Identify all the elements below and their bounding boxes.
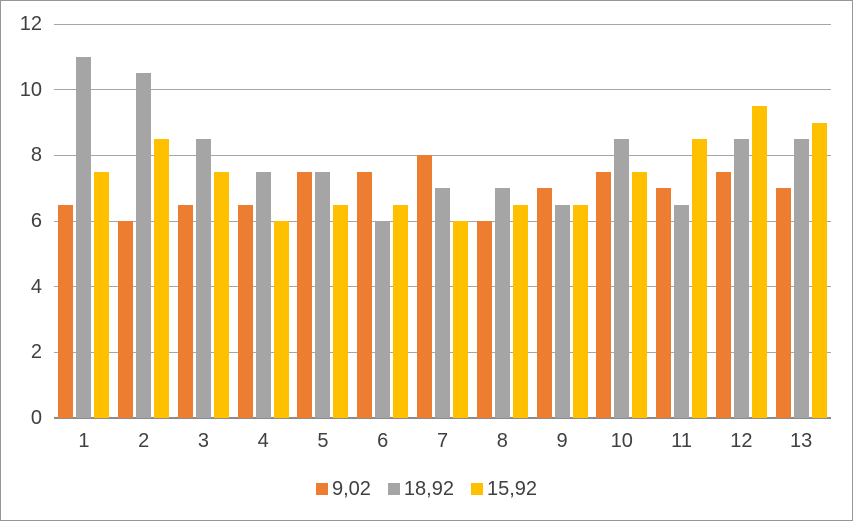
bar-series1-cat4 [237,204,253,418]
bar-series3-cat3 [213,171,229,418]
y-tick-label: 12 [19,13,42,35]
x-tick-label: 2 [138,430,150,452]
bar-series2-cat1 [76,56,92,418]
legend-label: 18,92 [403,477,454,500]
gridline [54,89,831,91]
gridline [54,154,831,156]
x-tick-label: 7 [436,430,449,452]
x-tick-label: 13 [789,430,813,452]
bar-series3-cat11 [692,138,708,418]
bar-series3-cat5 [333,204,349,418]
bar-series2-cat2 [136,73,152,418]
bar-series2-cat13 [793,138,809,418]
legend: 9,02 18,92 15,92 [1,475,852,503]
bar-series1-cat3 [177,204,193,418]
x-tick-label: 8 [496,430,508,452]
x-tick-label: 11 [671,430,692,452]
bar-series3-cat13 [811,122,827,418]
bar-series2-cat11 [674,204,690,418]
y-tick-label: 4 [30,275,42,298]
legend-label: 15,92 [486,477,538,500]
x-tick-label: 6 [377,430,389,452]
bar-series1-cat13 [775,188,791,418]
bar-series2-cat7 [435,188,450,418]
plot-area [54,23,831,419]
bar-series1-cat10 [596,171,612,418]
y-tick-label: 8 [30,144,42,167]
legend-label: 9,02 [331,477,371,500]
x-tick-label: 1 [78,430,90,452]
bar-series3-cat9 [572,204,588,418]
bar-series1-cat1 [58,204,74,418]
legend-item: 15,92 [470,477,538,501]
bar-series1-cat8 [476,221,492,418]
bar-series2-cat3 [195,138,211,418]
legend-swatch-series-1 [315,483,328,495]
legend-swatch-series-2 [387,483,400,495]
bar-series2-cat8 [494,188,510,418]
bar-series1-cat7 [417,155,432,418]
bar-series3-cat4 [273,221,289,418]
legend-item: 9,02 [315,477,371,501]
bar-series1-cat12 [715,171,731,418]
bar-series3-cat1 [94,171,110,418]
bar-series3-cat2 [154,138,170,418]
bar-series3-cat10 [632,171,648,418]
x-tick-label: 3 [197,430,209,452]
legend-swatch-series-3 [470,483,483,495]
bar-series3-cat7 [453,221,468,418]
bar-series2-cat12 [733,138,749,418]
bar-series1-cat9 [536,188,552,418]
bar-series2-cat9 [554,204,570,418]
x-tick-label: 12 [730,430,753,452]
bar-series2-cat6 [375,221,391,418]
gridline [54,23,831,25]
y-tick-label: 2 [30,341,42,364]
x-tick-label: 4 [257,430,269,452]
x-tick-label: 10 [610,430,633,452]
bar-series1-cat6 [357,171,373,418]
x-axis-line [54,417,831,419]
x-tick-label: 9 [556,430,568,452]
y-tick-label: 6 [30,210,42,232]
bar-series3-cat8 [512,204,528,418]
bar-series1-cat5 [297,171,313,418]
x-tick-label: 5 [317,430,329,452]
y-tick-label: 10 [19,78,42,101]
bar-series1-cat2 [118,221,134,418]
bar-series2-cat5 [315,171,331,418]
bar-series1-cat11 [656,188,672,418]
bar-series3-cat12 [751,106,767,418]
bar-series3-cat6 [393,204,409,418]
y-tick-label: 0 [30,407,42,429]
legend-item: 18,92 [387,477,454,501]
bar-series2-cat4 [255,171,271,418]
bar-series2-cat10 [614,138,630,418]
